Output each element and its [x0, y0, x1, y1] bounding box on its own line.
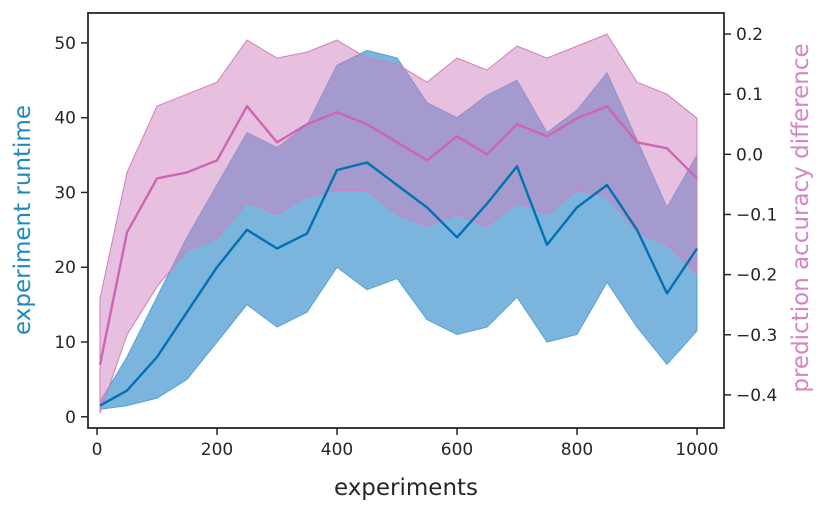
x-tick-label: 200	[201, 440, 233, 460]
y-right-axis-ticks: 0.2 0.1 0.0 −0.1 −0.2 −0.3 −0.4	[724, 25, 777, 406]
y-left-tick-label: 0	[65, 408, 76, 428]
plot-frame	[87, 12, 725, 429]
y-right-axis-title: prediction accuracy difference	[788, 43, 814, 392]
y-left-tick-label: 50	[54, 34, 76, 54]
y-left-tick-label: 30	[54, 183, 76, 203]
y-right-tick-label: 0.2	[736, 25, 763, 45]
mean-line-left	[99, 161, 698, 407]
y-right-tick-label: 0.1	[736, 85, 763, 105]
mean-line-right	[98, 104, 698, 366]
y-left-axis-title: experiment runtime	[10, 105, 36, 335]
x-tick-label: 0	[92, 440, 103, 460]
series-lines	[98, 104, 698, 407]
y-right-tick-label: −0.2	[736, 266, 777, 286]
y-right-tick-label: −0.1	[736, 205, 777, 225]
x-tick-label: 600	[441, 440, 473, 460]
y-left-tick-label: 20	[54, 258, 76, 278]
x-tick-label: 800	[561, 440, 593, 460]
x-tick-label: 1000	[675, 440, 718, 460]
confidence-bands	[99, 33, 698, 414]
y-right-tick-label: −0.4	[736, 386, 777, 406]
band-right	[99, 33, 698, 414]
x-axis-ticks: 0 200 400 600 800 1000	[92, 428, 719, 460]
y-left-tick-label: 40	[54, 109, 76, 129]
x-axis-title: experiments	[334, 475, 478, 501]
y-left-tick-label: 10	[54, 333, 76, 353]
y-right-tick-label: −0.3	[736, 326, 777, 346]
y-right-tick-label: 0.0	[736, 145, 763, 165]
y-left-axis-ticks: 0 10 20 30 40 50	[54, 34, 88, 428]
x-tick-label: 400	[321, 440, 353, 460]
